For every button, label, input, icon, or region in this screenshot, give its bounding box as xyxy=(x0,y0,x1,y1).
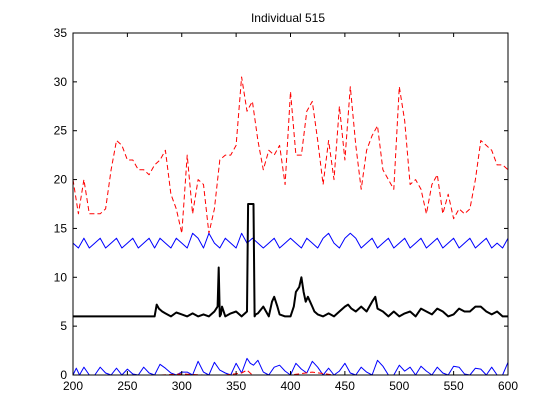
chart-title: Individual 515 xyxy=(251,11,325,25)
x-tick-label: 500 xyxy=(389,379,409,393)
y-tick-label: 30 xyxy=(54,75,68,89)
y-tick-label: 5 xyxy=(60,319,67,333)
series-line-1 xyxy=(72,76,509,234)
x-tick-label: 400 xyxy=(280,379,300,393)
x-tick-label: 600 xyxy=(498,379,518,393)
x-tick-label: 350 xyxy=(226,379,246,393)
x-tick-label: 550 xyxy=(444,379,464,393)
x-tick-label: 200 xyxy=(63,379,83,393)
y-tick-label: 35 xyxy=(54,26,68,40)
y-tick-label: 20 xyxy=(54,173,68,187)
y-tick-label: 0 xyxy=(60,368,67,382)
x-tick-label: 250 xyxy=(117,379,137,393)
series-line-4 xyxy=(72,357,509,376)
x-tick-label: 300 xyxy=(172,379,192,393)
y-tick-label: 15 xyxy=(54,221,68,235)
y-axis: 0 5 10 15 20 25 30 35 xyxy=(54,26,508,382)
plot-frame xyxy=(72,32,509,376)
x-axis: 200 250 300 350 400 450 500 550 600 xyxy=(63,33,518,393)
series-line-2 xyxy=(72,232,509,249)
y-tick-label: 25 xyxy=(54,124,68,138)
series-line-3 xyxy=(73,203,508,318)
x-tick-label: 450 xyxy=(335,379,355,393)
y-tick-label: 10 xyxy=(54,270,68,284)
series-layer xyxy=(72,76,509,376)
